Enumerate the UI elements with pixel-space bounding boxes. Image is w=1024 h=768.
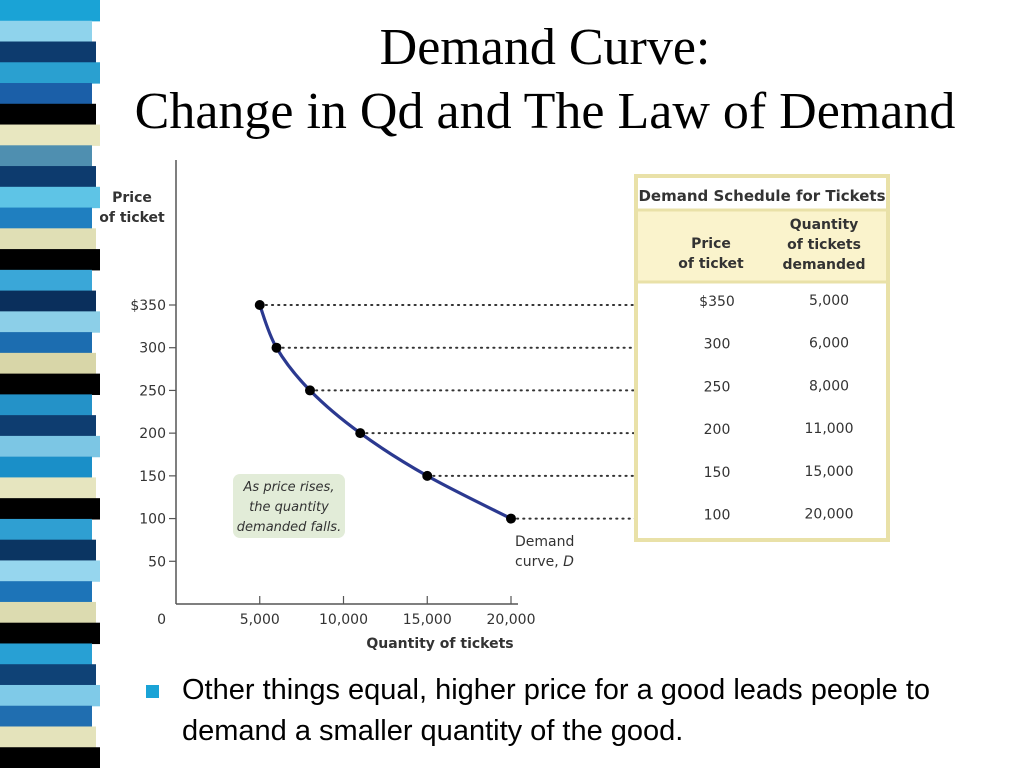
table-cell-quantity: 20,000 [805,507,854,523]
stripe-band [0,539,96,562]
decorative-side-stripe [0,0,100,768]
stripe-band [0,622,100,645]
annotation-text-line: the quantity [249,500,329,515]
stripe-band [0,601,96,624]
table-cell-price: 300 [704,337,731,353]
stripe-band [0,186,100,209]
curve-label-letter: D [563,554,574,570]
y-tick-label: $350 [130,298,166,314]
demand-curve-chart: 50 100 150 200 250 300 $350 5,000 10,000 15,000 20… [100,160,890,652]
stripe-band [0,332,92,354]
x-tick-label: 20,000 [487,612,536,628]
table-header-quantity: of tickets [787,237,861,253]
slide-title-line-1: Demand Curve: [379,19,711,76]
table-cell-price: 200 [704,422,731,438]
curve-layer [254,300,516,524]
stripe-band [0,41,96,63]
demand-schedule-table: Demand Schedule for Tickets Price of ticke… [634,174,890,542]
origin-label: 0 [157,612,166,628]
stripe-band [0,456,92,479]
table-cell-quantity: 8,000 [809,378,849,394]
stripe-band [0,705,92,728]
x-tick-label: 10,000 [319,612,368,628]
stripe-band [0,726,96,748]
stripe-band [0,207,92,229]
table-title: Demand Schedule for Tickets [638,187,885,205]
stripe-band [0,498,100,520]
x-tick-label: 5,000 [240,612,280,628]
curve-label-line-2: curve, D [515,554,574,570]
stripe-band [0,684,100,707]
stripe-band [0,20,92,43]
stripe-band [0,166,96,188]
y-tick-label: 200 [139,426,166,442]
table-header-background [638,210,886,282]
data-point [506,513,516,524]
stripe-band [0,664,96,686]
table-cell-quantity: 6,000 [809,336,849,352]
slide-title-line-2: Change in Qd and The Law of Demand [134,83,956,140]
stripe-band [0,643,92,665]
table-cell-price: 250 [704,379,731,395]
stripe-band [0,311,100,333]
stripe-band [0,747,100,768]
curve-label-text: curve, [515,554,563,570]
curve-label-line-1: Demand [515,534,574,550]
y-axis-label-line-2: of ticket [100,210,165,226]
table-header-quantity: demanded [782,257,865,273]
stripe-band [0,560,100,582]
stripe-band [0,249,100,271]
table-cell-quantity: 5,000 [809,293,849,309]
data-point [271,342,282,353]
table-header-price: of ticket [678,256,744,272]
stripe-band [0,518,92,541]
bullet-text: Other things equal, higher price for a g… [182,674,931,747]
labels-layer: Demand curve, D As price rises, the quantit… [233,474,574,570]
data-point [422,470,433,481]
table-cell-price: 100 [704,508,731,524]
stripe-band [0,83,92,105]
table-header-quantity: Quantity [790,217,859,233]
stripe-band [0,435,100,458]
data-point [254,300,265,310]
x-tick-label: 15,000 [403,612,452,628]
x-axis-label: Quantity of tickets [366,636,513,652]
stripe-band [0,124,100,146]
table-header-price: Price [691,236,731,252]
axes-layer: 50 100 150 200 250 300 $350 5,000 10,000 15,000 20… [100,160,536,652]
y-tick-label: 100 [139,512,166,528]
slide-title: Demand Curve: Change in Qd and The Law o… [80,22,1010,150]
table-cell-price: $350 [699,294,735,310]
y-axis-label-line-1: Price [112,190,152,206]
stripe-band [0,290,96,312]
bullet-square-icon [146,685,159,698]
table-cell-quantity: 15,000 [805,464,854,480]
stripe-band [0,145,92,167]
stripe-band [0,103,96,126]
y-tick-label: 250 [139,383,166,399]
annotation-text-line: As price rises, [243,480,335,495]
table-cell-quantity: 11,000 [805,421,854,437]
stripe-band [0,62,100,84]
stripe-band [0,477,96,499]
data-point [355,428,366,439]
stripe-band [0,394,92,416]
stripe-band [0,373,100,395]
stripe-band [0,415,96,437]
y-tick-label: 50 [148,554,166,570]
data-point [305,385,315,396]
annotation-text-line: demanded falls. [237,520,341,535]
stripe-band [0,581,92,603]
annotation-callout-box [233,474,345,538]
stripe-band [0,228,96,250]
y-tick-label: 150 [139,469,166,485]
stripe-band [0,269,92,292]
table-cell-price: 150 [704,465,731,481]
stripe-band [0,352,96,375]
stripe-band [0,0,100,22]
y-tick-label: 300 [139,341,166,357]
